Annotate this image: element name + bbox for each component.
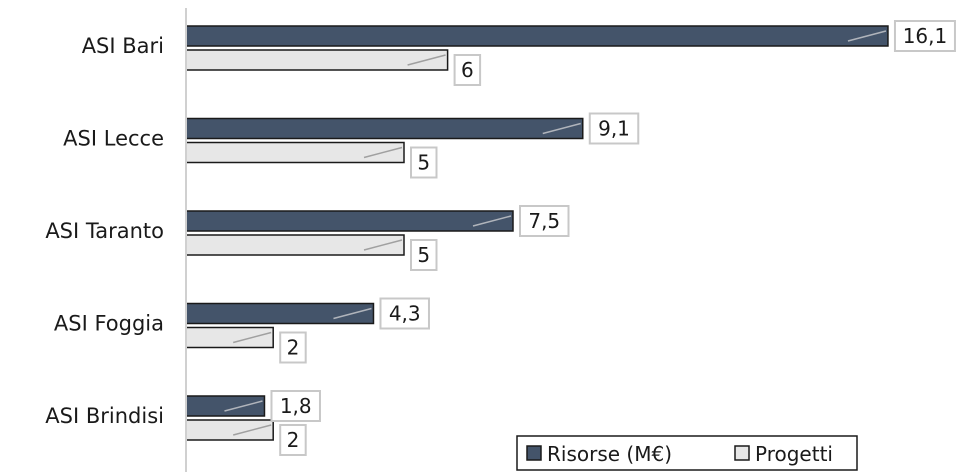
- data-label-progetti-asi-bari: 6: [461, 58, 474, 82]
- category-label-asi-lecce: ASI Lecce: [63, 127, 164, 151]
- leader-line-progetti-asi-foggia: [233, 331, 272, 344]
- data-label-box-risorse-asi-bari: [893, 20, 956, 52]
- data-label-box-progetti-asi-brindisi: [279, 424, 307, 456]
- legend-swatch-progetti: [734, 445, 750, 461]
- data-label-box-progetti-asi-bari: [453, 54, 482, 86]
- bar-risorse-asi-brindisi: [185, 395, 266, 417]
- leader-line-risorse-asi-lecce: [542, 122, 581, 135]
- legend-label-risorse: Risorse (M€): [547, 442, 672, 466]
- leader-line-risorse-asi-foggia: [333, 307, 372, 320]
- category-label-asi-brindisi: ASI Brindisi: [45, 404, 164, 428]
- category-label-asi-foggia: ASI Foggia: [54, 312, 164, 336]
- bar-risorse-asi-bari: [185, 25, 889, 47]
- data-label-risorse-asi-bari: 16,1: [903, 24, 948, 48]
- data-label-risorse-asi-foggia: 4,3: [389, 302, 421, 326]
- leader-line-progetti-asi-brindisi: [233, 424, 272, 436]
- bar-progetti-asi-brindisi: [185, 419, 274, 441]
- leader-line-risorse-asi-brindisi: [224, 400, 263, 412]
- bar-risorse-asi-taranto: [185, 210, 514, 232]
- legend-label-progetti: Progetti: [755, 442, 833, 466]
- data-label-risorse-asi-taranto: 7,5: [528, 209, 560, 233]
- bar-risorse-asi-lecce: [185, 117, 584, 140]
- leader-line-progetti-asi-bari: [407, 54, 446, 66]
- legend: Risorse (M€) Progetti: [516, 435, 858, 471]
- leader-line-risorse-asi-taranto: [472, 215, 512, 227]
- data-label-progetti-asi-lecce: 5: [417, 151, 430, 175]
- legend-swatch-risorse: [526, 445, 542, 461]
- data-label-box-progetti-asi-lecce: [410, 146, 438, 179]
- bar-risorse-asi-foggia: [185, 302, 375, 325]
- leader-line-progetti-asi-taranto: [363, 239, 403, 251]
- category-label-asi-bari: ASI Bari: [82, 34, 164, 58]
- bar-progetti-asi-bari: [185, 49, 449, 71]
- data-label-box-risorse-asi-foggia: [379, 297, 430, 330]
- bar-progetti-asi-lecce: [185, 141, 405, 164]
- bar-progetti-asi-foggia: [185, 326, 274, 349]
- data-label-box-risorse-asi-lecce: [588, 112, 640, 145]
- legend-frame: [516, 435, 858, 471]
- data-label-risorse-asi-lecce: 9,1: [598, 117, 630, 141]
- category-label-asi-taranto: ASI Taranto: [45, 219, 164, 243]
- data-label-risorse-asi-brindisi: 1,8: [280, 394, 312, 418]
- data-label-progetti-asi-taranto: 5: [417, 243, 430, 267]
- data-label-box-progetti-asi-taranto: [410, 239, 438, 271]
- data-label-box-progetti-asi-foggia: [279, 331, 307, 364]
- data-labels: 16,1 6 9,1 5 7,5 5 4,3 2 1,8 2: [224, 20, 956, 456]
- data-label-progetti-asi-foggia: 2: [287, 336, 300, 360]
- category-labels: ASI Bari ASI Lecce ASI Taranto ASI Foggia AS…: [45, 34, 164, 428]
- data-label-progetti-asi-brindisi: 2: [287, 428, 300, 452]
- data-label-box-risorse-asi-brindisi: [270, 390, 321, 422]
- leader-line-progetti-asi-lecce: [363, 146, 403, 159]
- data-label-box-risorse-asi-taranto: [519, 205, 570, 237]
- leader-line-risorse-asi-bari: [847, 30, 887, 42]
- bar-progetti-asi-taranto: [185, 234, 405, 256]
